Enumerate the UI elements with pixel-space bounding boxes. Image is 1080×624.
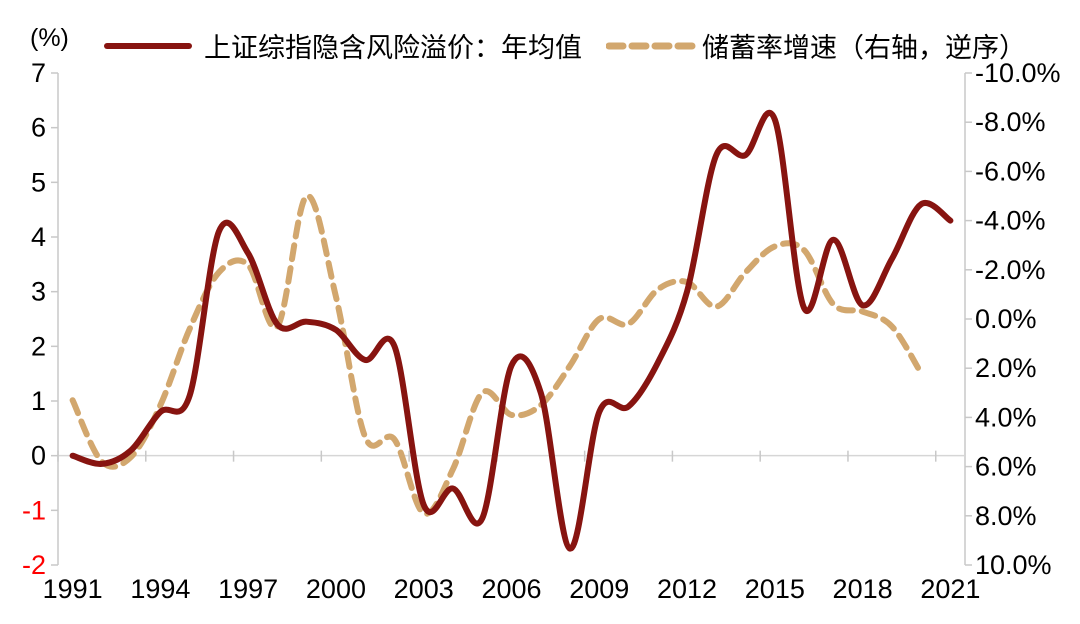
right-axis-tick-label: -8.0% bbox=[975, 107, 1046, 137]
left-axis-tick-label: -2 bbox=[22, 550, 46, 580]
left-axis-tick-label: 4 bbox=[31, 222, 46, 252]
legend-label-savings-growth: 储蓄率增速（右轴，逆序） bbox=[702, 33, 1026, 63]
left-axis-tick-label: 0 bbox=[31, 441, 46, 471]
x-axis-tick-label: 2012 bbox=[657, 574, 717, 604]
left-axis-tick-label: 7 bbox=[31, 58, 46, 88]
savings-growth-line bbox=[69, 193, 925, 517]
left-axis-tick-label: 5 bbox=[31, 167, 46, 197]
left-axis-tick-label: 1 bbox=[31, 386, 46, 416]
x-axis-tick-label: 2018 bbox=[833, 574, 893, 604]
right-axis-tick-label: 6.0% bbox=[975, 452, 1037, 482]
legend-label-risk-premium: 上证综指隐含风险溢价：年均值 bbox=[204, 33, 582, 63]
risk-premium-line bbox=[69, 109, 954, 552]
right-axis-tick-label: -10.0% bbox=[975, 58, 1061, 88]
legend-solid-line-icon bbox=[104, 42, 192, 49]
x-axis-tick-label: 2009 bbox=[569, 574, 629, 604]
right-axis-tick-label: 4.0% bbox=[975, 402, 1037, 432]
x-axis-tick-label: 2021 bbox=[920, 574, 980, 604]
right-axis-tick-label: -2.0% bbox=[975, 255, 1046, 285]
left-axis-tick-label: 2 bbox=[31, 331, 46, 361]
legend-dashed-line-icon bbox=[606, 42, 698, 49]
legend-item-savings-growth: 储蓄率增速（右轴，逆序） bbox=[606, 26, 1026, 65]
x-axis-tick-label: 2006 bbox=[481, 574, 541, 604]
right-axis-tick-label: -6.0% bbox=[975, 156, 1046, 186]
x-axis-tick-label: 1991 bbox=[43, 574, 103, 604]
right-axis-tick-label: -4.0% bbox=[975, 206, 1046, 236]
axis-unit-label: (%) bbox=[30, 24, 69, 52]
legend-item-risk-premium: 上证综指隐含风险溢价：年均值 bbox=[104, 26, 582, 65]
x-axis-tick-label: 2015 bbox=[745, 574, 805, 604]
x-axis-tick-label: 1994 bbox=[130, 574, 190, 604]
left-axis-tick-label: -1 bbox=[22, 495, 46, 525]
right-axis-tick-label: 0.0% bbox=[975, 304, 1037, 334]
right-axis-tick-label: 2.0% bbox=[975, 353, 1037, 383]
x-axis-tick-label: 1997 bbox=[218, 574, 278, 604]
right-axis-tick-label: 10.0% bbox=[975, 550, 1052, 580]
x-axis-tick-label: 2003 bbox=[394, 574, 454, 604]
right-axis-tick-label: 8.0% bbox=[975, 501, 1037, 531]
x-axis-tick-label: 2000 bbox=[306, 574, 366, 604]
left-axis-tick-label: 6 bbox=[31, 113, 46, 143]
left-axis-tick-label: 3 bbox=[31, 277, 46, 307]
